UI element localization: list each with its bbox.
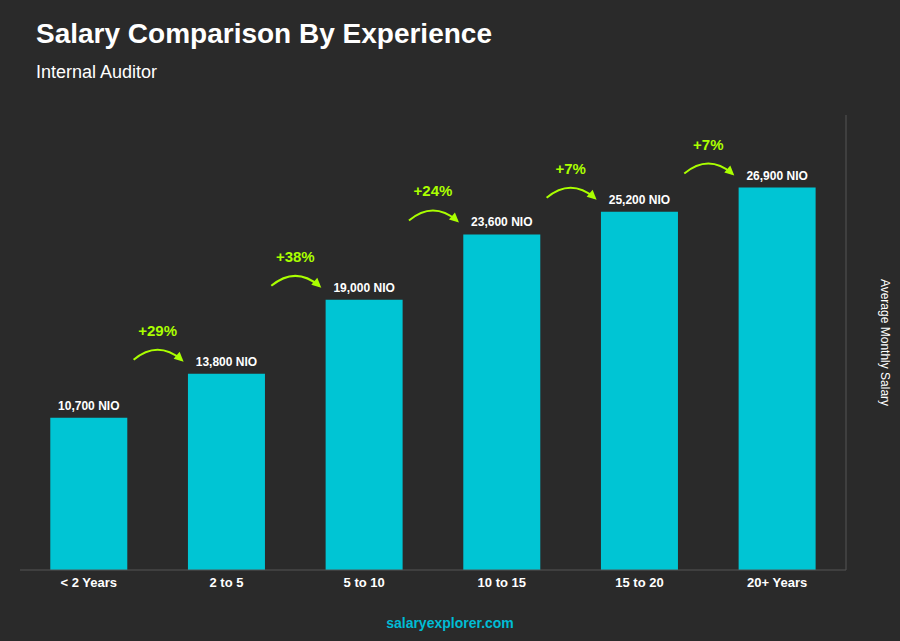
svg-text:+7%: +7% (555, 160, 585, 177)
svg-text:Average Monthly Salary: Average Monthly Salary (878, 279, 892, 406)
svg-text:13,800 NIO: 13,800 NIO (196, 355, 257, 369)
html-text:Internal Auditor: Internal Auditor (36, 62, 158, 82)
svg-text:< 2 Years: < 2 Years (61, 575, 118, 590)
svg-text:+38%: +38% (276, 248, 315, 265)
svg-text:5 to 10: 5 to 10 (344, 575, 385, 590)
svg-text:+29%: +29% (138, 322, 177, 339)
html-text:salaryexplorer.com: salaryexplorer.com (386, 615, 514, 631)
svg-text:25,200 NIO: 25,200 NIO (609, 193, 670, 207)
svg-text:26,900 NIO: 26,900 NIO (746, 169, 807, 183)
svg-text:+24%: +24% (414, 182, 453, 199)
svg-text:20+ Years: 20+ Years (747, 575, 807, 590)
svg-text:10 to 15: 10 to 15 (478, 575, 526, 590)
svg-text:10,700 NIO: 10,700 NIO (58, 399, 119, 413)
svg-text:2 to 5: 2 to 5 (210, 575, 244, 590)
svg-text:19,000 NIO: 19,000 NIO (333, 281, 394, 295)
svg-text:+7%: +7% (693, 136, 723, 153)
html-text:Salary Comparison By Experienc: Salary Comparison By Experience (36, 18, 492, 49)
svg-text:15 to 20: 15 to 20 (615, 575, 663, 590)
svg-text:23,600 NIO: 23,600 NIO (471, 215, 532, 229)
